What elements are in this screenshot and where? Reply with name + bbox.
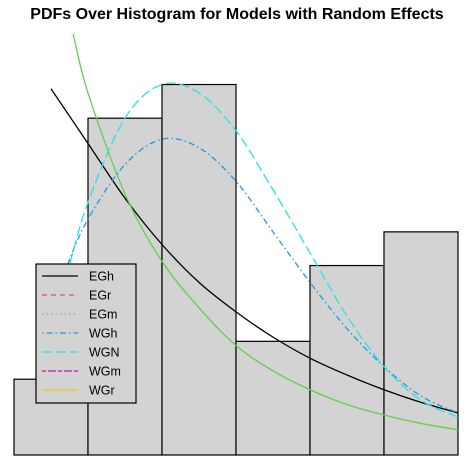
legend-label-egm: EGm <box>89 308 117 322</box>
histogram-bar-3 <box>161 83 237 456</box>
chart-title: PDFs Over Histogram for Models with Rand… <box>30 6 444 23</box>
legend-label-egr: EGr <box>89 289 111 303</box>
histogram-bar-4 <box>235 340 311 456</box>
legend-box <box>35 263 137 404</box>
histogram-bar-6 <box>383 231 459 456</box>
curve-egh <box>50 88 459 414</box>
pdf-curves <box>39 33 459 431</box>
curve-wgn <box>39 82 459 418</box>
legend-label-egh: EGh <box>89 270 114 284</box>
legend-label-wgn: WGN <box>89 346 120 360</box>
legend-label-wgh: WGh <box>89 327 118 341</box>
legend-label-wgm: WGm <box>89 365 121 379</box>
histogram-bar-5 <box>309 264 385 456</box>
curve-egm <box>72 33 459 431</box>
legend-label-wgr: WGr <box>89 384 115 398</box>
legend: EGh EGr EGm WGh WGN WGm WGr <box>35 263 137 404</box>
